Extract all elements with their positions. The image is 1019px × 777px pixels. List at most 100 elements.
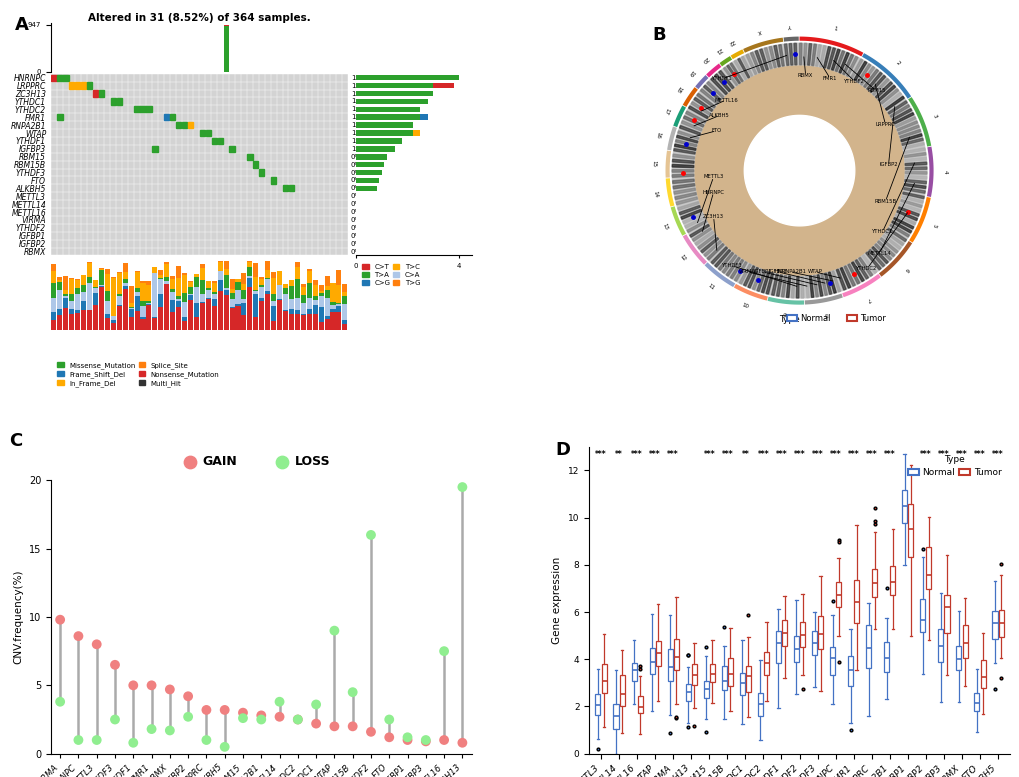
Polygon shape <box>895 117 915 127</box>
Bar <box>93 288 98 294</box>
Bar <box>342 320 347 324</box>
Bar <box>194 287 199 303</box>
Bar <box>116 294 121 295</box>
Bar <box>288 185 293 191</box>
Polygon shape <box>807 44 811 65</box>
Bar <box>217 138 223 144</box>
Point <box>363 726 379 738</box>
Polygon shape <box>672 152 694 177</box>
Text: 0%: 0% <box>351 241 362 246</box>
Bar <box>146 106 152 113</box>
Polygon shape <box>805 276 808 298</box>
Bar <box>181 122 187 128</box>
Text: LRPPRC: LRPPRC <box>874 122 895 127</box>
PathPatch shape <box>782 620 787 646</box>
Bar <box>51 283 56 298</box>
Bar <box>282 288 287 294</box>
Bar <box>176 278 181 296</box>
Text: 0%: 0% <box>351 193 362 199</box>
Text: 4: 4 <box>942 170 947 174</box>
Polygon shape <box>791 277 794 298</box>
Bar <box>277 300 282 330</box>
Polygon shape <box>770 274 777 295</box>
Polygon shape <box>899 130 920 138</box>
Polygon shape <box>816 275 822 296</box>
Polygon shape <box>737 263 772 294</box>
Text: YTHDC2: YTHDC2 <box>856 267 877 271</box>
Point <box>435 645 451 657</box>
PathPatch shape <box>998 610 1003 637</box>
Bar <box>51 75 57 81</box>
Polygon shape <box>903 148 924 154</box>
Polygon shape <box>834 255 876 291</box>
Bar <box>211 138 217 144</box>
Bar <box>223 290 228 295</box>
Bar <box>187 122 193 128</box>
Text: 1%: 1% <box>351 146 362 152</box>
Text: ***: *** <box>829 450 841 458</box>
Polygon shape <box>675 140 696 147</box>
Text: ***: *** <box>757 450 768 458</box>
Point <box>179 710 196 723</box>
Bar <box>223 261 228 270</box>
Text: 12: 12 <box>679 254 687 263</box>
Bar <box>212 292 217 294</box>
Text: A: A <box>15 16 30 34</box>
Bar <box>324 316 329 319</box>
Point <box>289 713 306 726</box>
Polygon shape <box>681 120 701 131</box>
Bar <box>356 75 459 81</box>
Polygon shape <box>734 55 754 80</box>
Polygon shape <box>679 125 700 135</box>
Bar <box>259 285 264 287</box>
Text: YTHDC1: YTHDC1 <box>871 229 893 235</box>
Bar <box>356 91 433 96</box>
Bar <box>57 277 62 280</box>
Polygon shape <box>752 269 761 290</box>
Bar <box>128 287 133 304</box>
Polygon shape <box>903 148 926 196</box>
Bar <box>176 122 181 128</box>
Text: 15: 15 <box>651 160 656 167</box>
Polygon shape <box>799 44 859 78</box>
PathPatch shape <box>685 684 690 701</box>
Polygon shape <box>901 196 922 203</box>
Bar <box>128 316 133 330</box>
Bar <box>318 293 323 296</box>
Bar <box>194 277 199 287</box>
Text: 3: 3 <box>930 113 936 119</box>
Text: RBM15B: RBM15B <box>873 199 896 204</box>
Polygon shape <box>850 59 905 112</box>
Bar <box>248 276 252 278</box>
Bar <box>271 277 276 294</box>
PathPatch shape <box>937 629 943 662</box>
Polygon shape <box>888 101 924 151</box>
Bar <box>271 294 276 301</box>
Polygon shape <box>700 89 717 104</box>
Point <box>381 731 397 744</box>
Bar <box>194 303 199 316</box>
Polygon shape <box>745 44 786 75</box>
Polygon shape <box>900 134 921 141</box>
Bar <box>200 294 205 302</box>
Bar <box>242 299 247 303</box>
PathPatch shape <box>847 657 852 685</box>
Polygon shape <box>737 58 749 78</box>
Bar <box>181 274 186 275</box>
Bar <box>122 289 127 330</box>
Text: 1%: 1% <box>351 99 362 104</box>
Bar <box>294 267 300 279</box>
Bar <box>356 114 420 120</box>
Polygon shape <box>812 275 817 297</box>
Bar <box>82 311 86 330</box>
Polygon shape <box>763 47 771 69</box>
Bar <box>82 301 86 311</box>
Bar <box>356 122 412 128</box>
Bar <box>187 287 193 294</box>
Bar <box>176 301 181 308</box>
Bar <box>307 298 312 309</box>
Bar <box>307 270 312 271</box>
Polygon shape <box>803 271 840 298</box>
Y-axis label: Gene expression: Gene expression <box>552 556 561 644</box>
Text: 9: 9 <box>782 313 786 319</box>
